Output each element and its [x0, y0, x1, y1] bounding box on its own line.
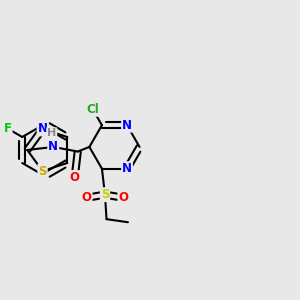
Text: N: N: [38, 122, 47, 136]
Text: S: S: [101, 188, 109, 201]
Text: H: H: [49, 142, 58, 152]
Text: Cl: Cl: [86, 103, 99, 116]
Text: F: F: [4, 122, 12, 135]
Text: N: N: [48, 140, 58, 153]
Text: N: N: [122, 162, 132, 175]
Text: O: O: [70, 171, 80, 184]
Text: O: O: [118, 191, 128, 204]
Text: O: O: [82, 191, 92, 204]
Text: N: N: [122, 119, 132, 132]
Text: H: H: [47, 128, 56, 138]
Text: S: S: [38, 164, 47, 178]
